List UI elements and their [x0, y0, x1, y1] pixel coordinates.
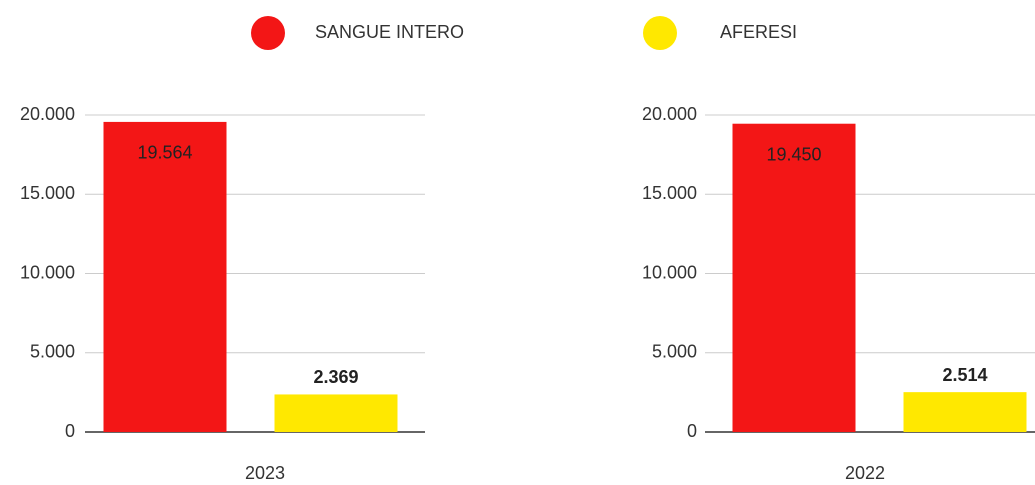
bar — [103, 121, 227, 433]
data-label: 2.514 — [942, 365, 987, 385]
legend-label: SANGUE INTERO — [315, 22, 464, 42]
y-tick-label: 5.000 — [652, 342, 697, 362]
y-tick-label: 15.000 — [642, 183, 697, 203]
legend-label: AFERESI — [720, 22, 797, 42]
y-tick-label: 20.000 — [20, 104, 75, 124]
x-tick-label: 2023 — [245, 463, 285, 483]
y-tick-label: 5.000 — [30, 342, 75, 362]
y-tick-label: 10.000 — [20, 262, 75, 282]
x-tick-label: 2022 — [845, 463, 885, 483]
legend-swatch — [643, 16, 677, 50]
y-tick-label: 10.000 — [642, 262, 697, 282]
data-label: 19.564 — [137, 143, 192, 163]
legend-swatch — [251, 16, 285, 50]
y-tick-label: 0 — [65, 421, 75, 441]
y-tick-label: 0 — [687, 421, 697, 441]
y-tick-label: 20.000 — [642, 104, 697, 124]
data-label: 19.450 — [766, 144, 821, 164]
data-label: 2.369 — [313, 367, 358, 387]
bar — [274, 394, 398, 432]
bar — [732, 123, 856, 432]
bar — [903, 392, 1027, 432]
y-tick-label: 15.000 — [20, 183, 75, 203]
